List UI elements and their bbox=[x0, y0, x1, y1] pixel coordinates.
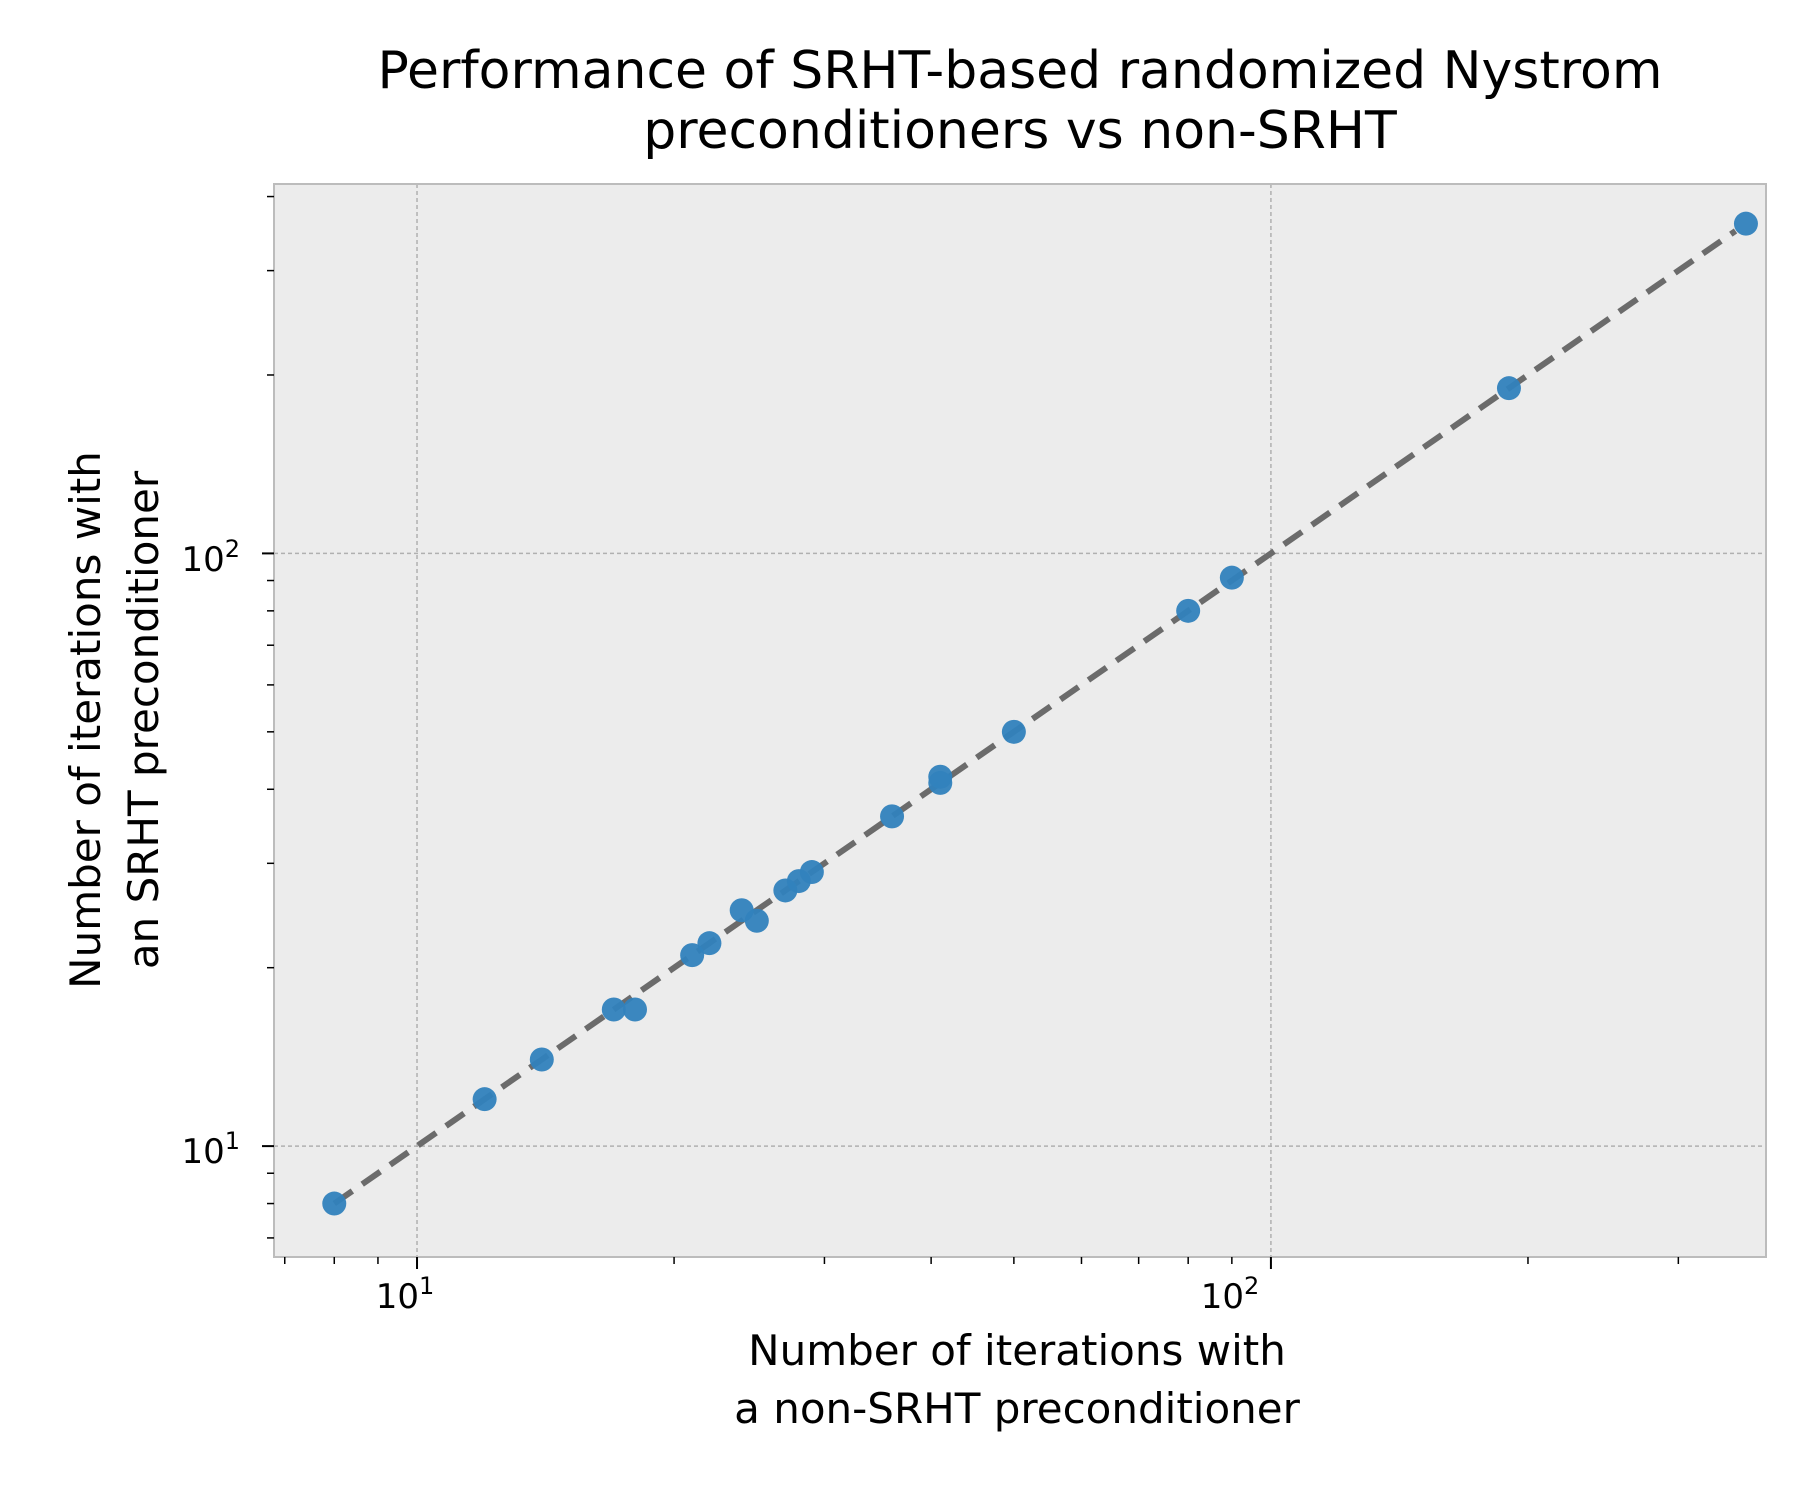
data-point bbox=[744, 908, 769, 933]
data-point bbox=[529, 1047, 554, 1072]
plot-frame bbox=[273, 183, 1767, 1258]
data-point bbox=[799, 860, 824, 885]
data-point bbox=[880, 804, 905, 829]
data-point bbox=[1496, 376, 1521, 401]
reference-line bbox=[332, 228, 1738, 1207]
axis-ticks bbox=[262, 195, 1680, 1269]
y-tick-label-10: 101 bbox=[181, 1127, 240, 1172]
grid bbox=[274, 184, 1766, 1257]
data-point bbox=[680, 943, 705, 968]
data-point bbox=[928, 764, 953, 789]
x-axis-label-line-1: Number of iterations with bbox=[748, 1326, 1286, 1375]
plot-area bbox=[274, 184, 1766, 1257]
chart-title-line-1: Performance of SRHT-based randomized Nys… bbox=[378, 41, 1663, 101]
data-point bbox=[322, 1191, 347, 1216]
y-axis-label-line-2: an SRHT preconditioner bbox=[119, 470, 168, 969]
data-points bbox=[322, 211, 1758, 1216]
data-point bbox=[1219, 565, 1244, 590]
x-axis-label-line-2: a non-SRHT preconditioner bbox=[734, 1384, 1300, 1433]
y-tick-label-100: 102 bbox=[181, 535, 240, 580]
data-point bbox=[601, 997, 626, 1022]
y-axis-label-line-1: Number of iterations with bbox=[61, 451, 110, 989]
data-point bbox=[697, 931, 722, 956]
data-point bbox=[1001, 719, 1026, 744]
data-point bbox=[472, 1087, 497, 1112]
x-tick-label-100: 102 bbox=[1201, 1272, 1260, 1317]
data-point bbox=[622, 997, 647, 1022]
data-point bbox=[1733, 211, 1758, 236]
y-axis-label: Number of iterations with an SRHT precon… bbox=[61, 451, 168, 989]
data-point bbox=[1176, 598, 1201, 623]
x-tick-label-10: 101 bbox=[376, 1272, 435, 1317]
chart-title-line-2: preconditioners vs non-SRHT bbox=[643, 101, 1397, 161]
reference-line-group bbox=[332, 228, 1738, 1207]
